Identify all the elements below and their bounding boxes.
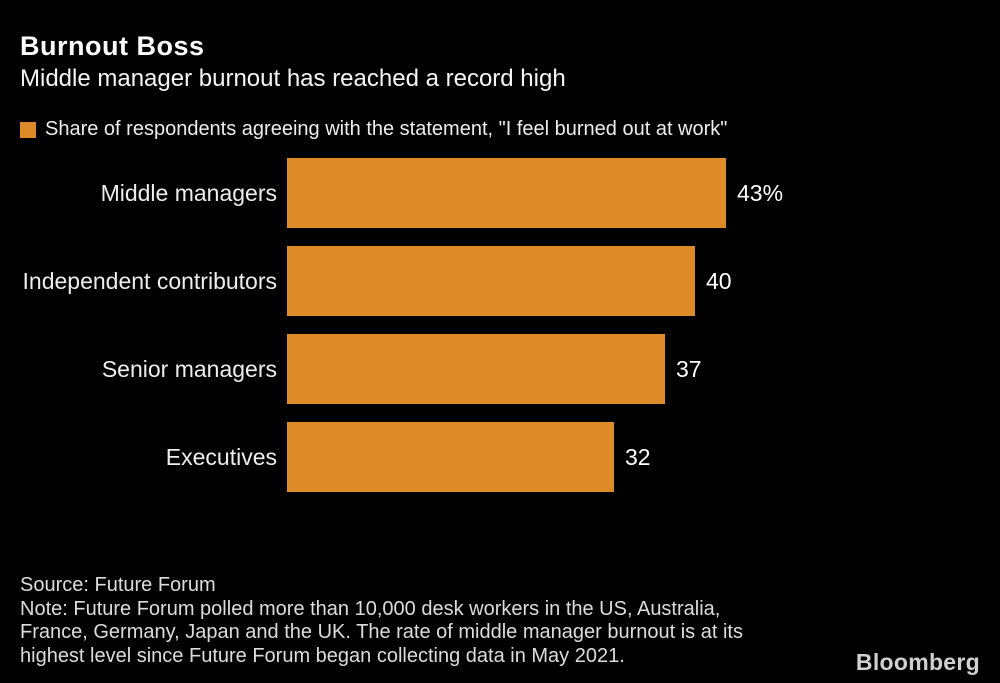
- note-line: highest level since Future Forum began c…: [20, 644, 625, 667]
- bar: [287, 334, 665, 404]
- value-label: 40: [706, 267, 732, 294]
- chart-title: Burnout Boss: [20, 31, 205, 61]
- bar-row: Independent contributors 40: [20, 246, 980, 316]
- bar-row: Executives 32: [20, 422, 980, 492]
- source-text: Source: Future Forum: [20, 574, 216, 596]
- bar: [287, 246, 695, 316]
- category-label: Independent contributors: [22, 267, 277, 294]
- note-line: France, Germany, Japan and the UK. The r…: [20, 621, 743, 643]
- legend-label: Share of respondents agreeing with the s…: [45, 118, 728, 140]
- value-label: 32: [625, 443, 651, 470]
- footnote-block: Source: Future Forum Note: Future Forum …: [20, 574, 840, 668]
- category-label: Middle managers: [100, 179, 277, 206]
- category-label: Executives: [165, 443, 277, 470]
- bar: [287, 422, 614, 492]
- value-label: 43%: [737, 179, 784, 206]
- bar: [287, 158, 726, 228]
- bar-chart: Middle managers 43% Independent contribu…: [20, 158, 980, 510]
- chart-subtitle: Middle manager burnout has reached a rec…: [20, 65, 566, 92]
- note-line: Note: Future Forum polled more than 10,0…: [20, 597, 721, 620]
- legend-swatch-icon: [20, 121, 36, 138]
- bar-row: Senior managers 37: [20, 334, 980, 404]
- value-label: 37: [676, 355, 702, 382]
- category-label: Senior managers: [101, 355, 277, 382]
- bar-row: Middle managers 43%: [20, 158, 980, 228]
- bloomberg-logo: Bloomberg: [855, 649, 980, 675]
- legend: Share of respondents agreeing with the s…: [20, 118, 727, 141]
